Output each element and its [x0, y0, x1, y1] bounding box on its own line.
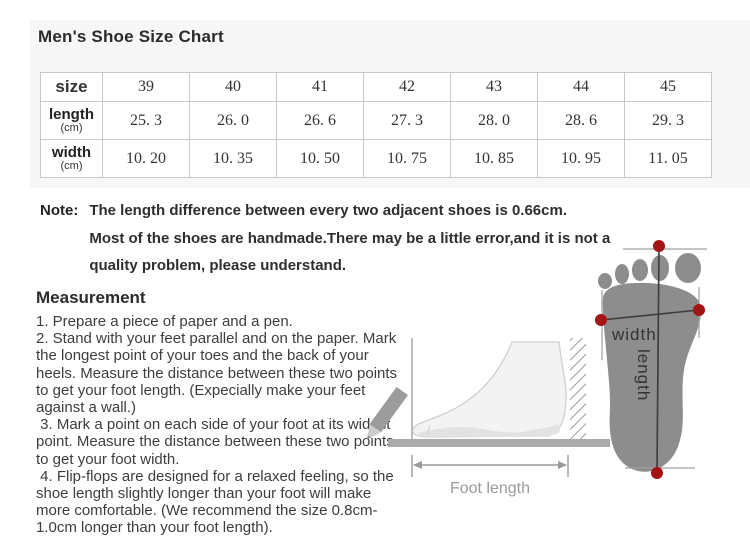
width-measure-line [600, 309, 700, 321]
length-value: 27. 3 [363, 101, 451, 140]
measure-point-markers [595, 240, 705, 479]
width-value: 10. 95 [537, 139, 625, 178]
arrowhead-right [558, 461, 567, 469]
width-unit: (cm) [60, 160, 83, 172]
length-row-header: length (cm) [40, 101, 103, 140]
ground-line [388, 439, 610, 447]
size-header-cell: size [40, 72, 103, 102]
note-line-2: Most of the shoes are handmade.There may… [89, 229, 611, 275]
size-value: 42 [363, 72, 451, 102]
footprint-width-label: width [611, 325, 657, 344]
width-value: 10. 75 [363, 139, 451, 178]
width-value: 10. 85 [450, 139, 538, 178]
width-value: 10. 50 [276, 139, 364, 178]
measurement-step-4: 4. Flip-flops are designed for a relaxed… [36, 467, 398, 537]
note-section: Note: The length difference between ever… [40, 197, 680, 280]
length-value: 29. 3 [624, 101, 712, 140]
size-table: size 39 40 41 42 43 44 45 length (cm) 25… [40, 72, 712, 178]
length-value: 28. 0 [450, 101, 538, 140]
foot-sole-shade [417, 424, 560, 437]
toe-detail-line [426, 424, 431, 435]
pencil-icon [367, 386, 408, 440]
length-value: 26. 0 [189, 101, 277, 140]
measurement-steps: 1. Prepare a piece of paper and a pen. 2… [36, 313, 398, 537]
footprint-sole-shape [602, 282, 702, 472]
length-unit: (cm) [60, 122, 83, 134]
width-label: width [51, 144, 92, 161]
foot-length-label: Foot length [450, 480, 530, 497]
width-value: 10. 35 [189, 139, 277, 178]
footprint-toes [598, 253, 701, 289]
foot-length-arrow [411, 455, 569, 477]
wall-hatch-icon [570, 338, 586, 441]
length-value: 26. 6 [276, 101, 364, 140]
measurement-step-2: 2. Stand with your feet parallel and on … [36, 330, 402, 417]
size-value: 45 [624, 72, 712, 102]
footprint-diagram: width length [595, 240, 707, 479]
measurement-heading: Measurement [36, 288, 146, 307]
measurement-step-3: 3. Mark a point on each side of your foo… [36, 416, 394, 468]
size-value: 41 [276, 72, 364, 102]
length-value: 28. 6 [537, 101, 625, 140]
length-measure-line [656, 245, 660, 474]
note-label: Note: [40, 202, 79, 219]
measurement-step-1: 1. Prepare a piece of paper and a pen. [36, 313, 293, 330]
arrowhead-left [413, 461, 422, 469]
width-row-header: width (cm) [40, 139, 103, 178]
length-label: length [49, 106, 94, 123]
foot-profile-shape [412, 341, 567, 438]
footprint-length-label: length [634, 349, 653, 401]
width-row: width (cm) 10. 20 10. 35 10. 50 10. 75 1… [40, 139, 712, 178]
note-text: The length difference between every two … [89, 197, 657, 280]
note-line-1: The length difference between every two … [89, 202, 567, 219]
width-value: 10. 20 [102, 139, 190, 178]
size-value: 43 [450, 72, 538, 102]
length-row: length (cm) 25. 3 26. 0 26. 6 27. 3 28. … [40, 101, 712, 140]
size-value: 44 [537, 72, 625, 102]
foot-length-diagram: Foot length [367, 338, 610, 497]
size-table-header-row: size 39 40 41 42 43 44 45 [40, 72, 712, 102]
page-title: Men's Shoe Size Chart [38, 27, 224, 46]
width-value: 11. 05 [624, 139, 712, 178]
size-value: 40 [189, 72, 277, 102]
length-value: 25. 3 [102, 101, 190, 140]
size-value: 39 [102, 72, 190, 102]
